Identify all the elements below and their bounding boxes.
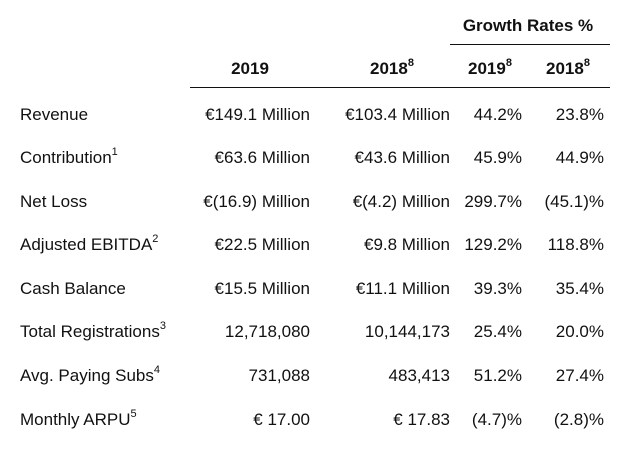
growth-2019: 45.9% — [473, 148, 522, 167]
value-2019: €63.6 Million — [214, 148, 310, 167]
metric-label: Avg. Paying Subs4 — [20, 364, 161, 385]
growth-2019: 44.2% — [473, 105, 522, 124]
metric-label: Net Loss — [20, 192, 88, 211]
metric-label: Contribution1 — [20, 146, 118, 167]
column-header-2019: 2019 — [231, 59, 269, 78]
growth-rates-title: Growth Rates % — [462, 16, 594, 35]
metric-label: Total Registrations3 — [20, 320, 166, 341]
growth-2019: 51.2% — [473, 366, 522, 385]
growth-2019: 299.7% — [464, 192, 522, 211]
growth-2018: (2.8)% — [553, 410, 604, 429]
metric-label: Monthly ARPU5 — [20, 408, 137, 429]
growth-2018: 35.4% — [555, 279, 604, 298]
value-2018: €11.1 Million — [355, 279, 450, 298]
value-2019: €15.5 Million — [214, 279, 310, 298]
value-2019: €(16.9) Million — [203, 192, 310, 211]
growth-2019: (4.7)% — [471, 410, 522, 429]
value-2019: 731,088 — [248, 366, 310, 385]
value-2018: €9.8 Million — [364, 235, 450, 254]
growth-2019: 129.2% — [464, 235, 522, 254]
value-2018: €(4.2) Million — [352, 192, 450, 211]
metric-label: Revenue — [20, 105, 89, 124]
growth-2018: 118.8% — [547, 235, 604, 254]
header-underline — [190, 87, 610, 88]
growth-2018: 44.9% — [555, 148, 604, 167]
column-header-growth-2018: 20188 — [546, 57, 590, 78]
growth-2018: 20.0% — [555, 322, 604, 341]
growth-rates-underline — [450, 44, 610, 45]
value-2018: 10,144,173 — [364, 322, 450, 341]
growth-2018: (45.1)% — [544, 192, 604, 211]
growth-2018: 23.8% — [555, 105, 604, 124]
value-2018: € 17.83 — [393, 410, 450, 429]
metric-label: Cash Balance — [20, 279, 126, 298]
value-2018: 483,413 — [388, 366, 450, 385]
column-header-growth-2019: 20198 — [468, 57, 512, 78]
column-header-2018: 20188 — [370, 57, 414, 78]
growth-2019: 25.4% — [473, 322, 522, 341]
growth-2018: 27.4% — [555, 366, 604, 385]
value-2019: 12,718,080 — [224, 322, 310, 341]
value-2018: €43.6 Million — [354, 148, 450, 167]
growth-2019: 39.3% — [473, 279, 522, 298]
value-2019: €22.5 Million — [214, 235, 310, 254]
value-2019: €149.1 Million — [205, 105, 310, 124]
metric-label: Adjusted EBITDA2 — [20, 233, 159, 254]
value-2019: € 17.00 — [253, 410, 310, 429]
value-2018: €103.4 Million — [345, 105, 450, 124]
